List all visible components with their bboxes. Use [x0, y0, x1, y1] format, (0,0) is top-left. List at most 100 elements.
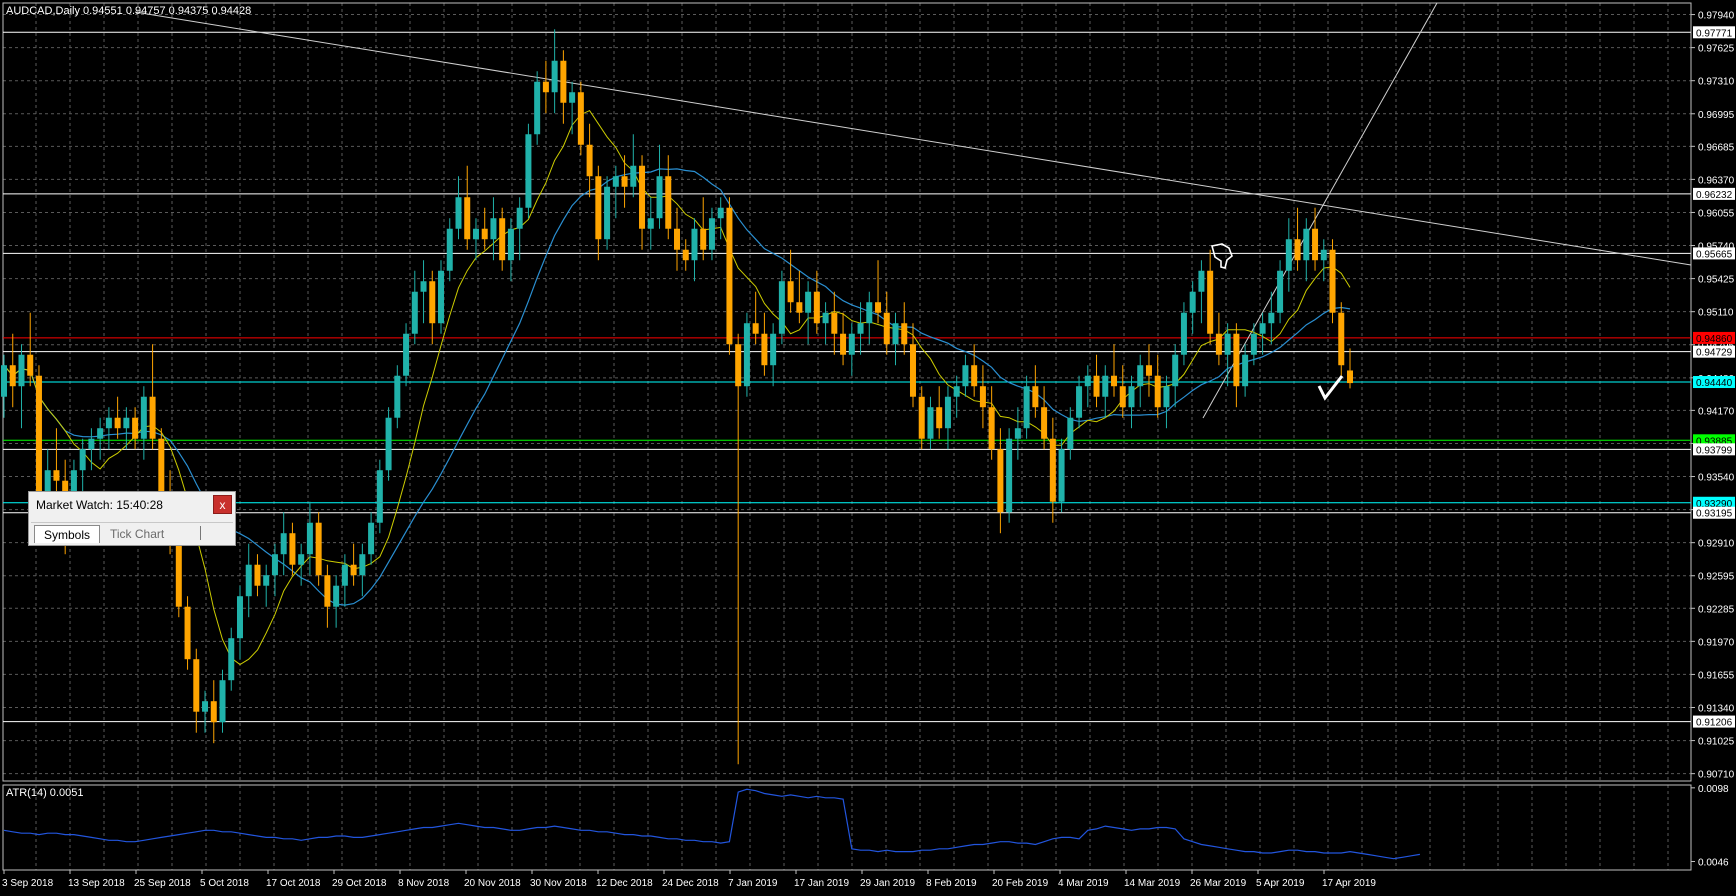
price-level-tag-bg [1693, 506, 1735, 519]
candle-body [394, 375, 401, 418]
atr-line [3, 788, 1420, 860]
close-icon[interactable]: x [213, 495, 232, 514]
candle-body [1032, 386, 1039, 408]
candle-body [1312, 228, 1319, 261]
price-level-tag: 0.93885 [1696, 436, 1733, 447]
candle-body [1163, 386, 1170, 408]
candle-body [918, 396, 925, 439]
candle-body [271, 554, 278, 576]
market-watch-panel[interactable]: Market Watch: 15:40:28 x Symbols Tick Ch… [28, 491, 236, 546]
candle-body [857, 323, 864, 334]
candle-body [140, 396, 147, 439]
price-level-tag: 0.97771 [1696, 28, 1733, 39]
check-mark-icon[interactable] [1317, 375, 1344, 401]
candle-body [105, 417, 112, 429]
candle-body [490, 218, 497, 240]
candle-body [35, 375, 42, 502]
candle-body [577, 92, 584, 145]
candle-body [866, 302, 873, 324]
date-tick-label: 8 Nov 2018 [398, 878, 450, 889]
candle-body [1338, 312, 1345, 366]
date-tick-label: 13 Sep 2018 [68, 878, 125, 889]
candle-body [1023, 386, 1030, 429]
candle-body [368, 522, 375, 555]
candle-body [516, 207, 523, 229]
trendlines[interactable] [134, 2, 1692, 419]
candle-body [298, 554, 305, 565]
candle-body [944, 396, 951, 429]
tab-tick-chart[interactable]: Tick Chart [110, 527, 165, 541]
candle-body [892, 323, 899, 345]
date-tick-label: 24 Dec 2018 [662, 878, 719, 889]
tab-symbols[interactable]: Symbols [34, 525, 101, 543]
candle-body [1093, 375, 1100, 397]
candle-body [1111, 375, 1118, 387]
candle-body [236, 596, 243, 639]
price-level-tag: 0.95665 [1696, 249, 1733, 260]
candle-body [822, 312, 829, 324]
chart-grid [3, 3, 1691, 870]
date-tick-label: 20 Nov 2018 [464, 878, 521, 889]
atr-axis: 0.0098 0.0046 [1691, 784, 1729, 869]
candle-body [114, 417, 121, 429]
ascending-trendline[interactable] [1202, 2, 1438, 419]
date-tick-label: 3 Sep 2018 [2, 878, 54, 889]
date-tick-label: 17 Oct 2018 [266, 878, 321, 889]
candle-body [1320, 249, 1327, 261]
candle-body [909, 344, 916, 397]
candle-body [1154, 375, 1161, 408]
candle-body [630, 165, 637, 187]
price-tick-label: 0.97940 [1698, 11, 1735, 22]
price-level-tag: 0.94860 [1696, 334, 1733, 345]
price-tick-label: 0.95425 [1698, 275, 1735, 286]
candle-body [420, 281, 427, 292]
candle-body [1224, 333, 1231, 355]
thumbs-down-icon[interactable] [1211, 243, 1233, 269]
candle-body [132, 417, 139, 439]
date-tick-label: 30 Nov 2018 [530, 878, 587, 889]
candle-body [464, 197, 471, 240]
candle-body [1180, 312, 1187, 355]
candle-body [158, 438, 165, 492]
candle-body [595, 176, 602, 240]
date-tick-label: 29 Jan 2019 [860, 878, 915, 889]
candle-body [1137, 365, 1144, 387]
price-level-tag: 0.91206 [1696, 718, 1733, 729]
price-tick-label: 0.91340 [1698, 704, 1735, 715]
price-level-lines[interactable] [3, 31, 1691, 723]
price-level-tag-bg [1693, 443, 1735, 456]
candle-body [813, 291, 820, 324]
price-level-tag: 0.93195 [1696, 509, 1733, 520]
candle-body [700, 228, 707, 250]
candle-body [883, 312, 890, 345]
candle-body [647, 218, 654, 229]
price-tick-label: 0.92595 [1698, 572, 1735, 583]
descending-trendline[interactable] [134, 11, 1692, 266]
time-axis: 3 Sep 2018 13 Sep 2018 25 Sep 2018 5 Oct 20… [2, 870, 1376, 889]
candle-body [1215, 333, 1222, 355]
candle-body [525, 134, 532, 208]
candle-body [761, 333, 768, 366]
candle-body [472, 228, 479, 240]
candle-body [743, 323, 750, 387]
candle-body [875, 302, 882, 313]
candle-body [639, 165, 646, 229]
candle-body [210, 701, 217, 723]
candle-body [9, 365, 16, 387]
candle-body [1329, 249, 1336, 313]
price-tick-label: 0.95740 [1698, 242, 1735, 253]
candle-body [219, 680, 226, 723]
candle-body [18, 354, 25, 387]
candle-body [228, 638, 235, 681]
candle-body [1076, 386, 1083, 418]
candle-body [455, 197, 462, 229]
atr-tick-label: 0.0046 [1698, 858, 1729, 869]
candle-body [708, 218, 715, 250]
candle-body [1189, 291, 1196, 313]
price-tick-label: 0.90710 [1698, 770, 1735, 781]
candle-body [1014, 428, 1021, 439]
price-level-tag-bg [1693, 715, 1735, 728]
date-tick-label: 7 Jan 2019 [728, 878, 778, 889]
price-level-tag-bg [1693, 376, 1735, 389]
